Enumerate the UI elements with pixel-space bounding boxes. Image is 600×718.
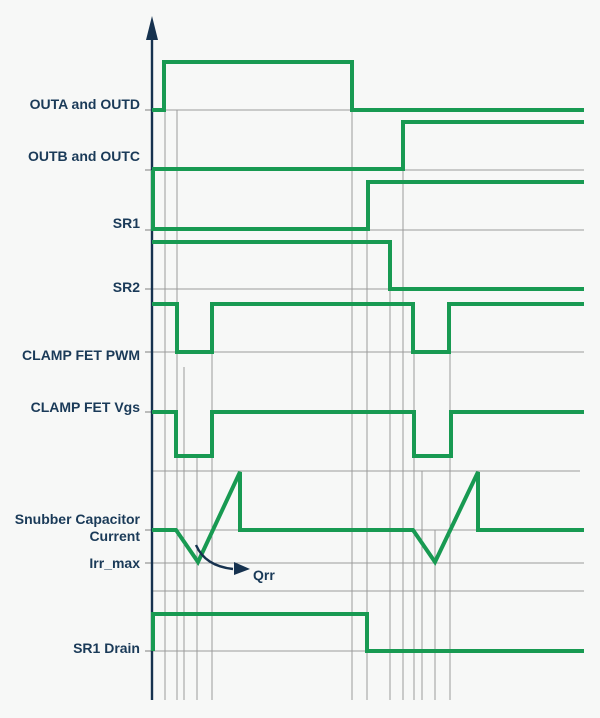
qrr-arrow	[194, 544, 234, 571]
label-clamp-fet-vgs: CLAMP FET Vgs	[31, 399, 141, 415]
waveform-sr2	[152, 240, 584, 291]
waveform-clamp-fet-vgs	[152, 410, 584, 458]
waveform-outa-outd	[152, 60, 584, 112]
label-outa-and-outd: OUTA and OUTD	[30, 96, 140, 112]
label-irr-max: Irr_max	[89, 555, 140, 571]
label-clamp-fet-pwm: CLAMP FET PWM	[22, 347, 140, 363]
label-snubber-current: Current	[89, 528, 140, 544]
label-outb-and-outc: OUTB and OUTC	[28, 148, 140, 164]
label-sr2: SR2	[113, 279, 140, 295]
waveform-snubber-capacitor-current	[152, 471, 584, 567]
waveform-clamp-fet-pwm	[152, 302, 584, 354]
qrr-arrowhead-icon	[234, 562, 250, 575]
label-sr1: SR1	[113, 215, 140, 231]
waveform-outb-outc	[152, 120, 584, 171]
label-snubber-capacitor: Snubber Capacitor	[15, 511, 141, 527]
label-sr1-drain: SR1 Drain	[73, 640, 140, 656]
qrr-label: Qrr	[253, 567, 275, 583]
axis-arrowhead-icon	[146, 16, 158, 40]
waveform-sr1-drain	[151, 612, 584, 653]
waveform-sr1	[151, 170, 584, 231]
